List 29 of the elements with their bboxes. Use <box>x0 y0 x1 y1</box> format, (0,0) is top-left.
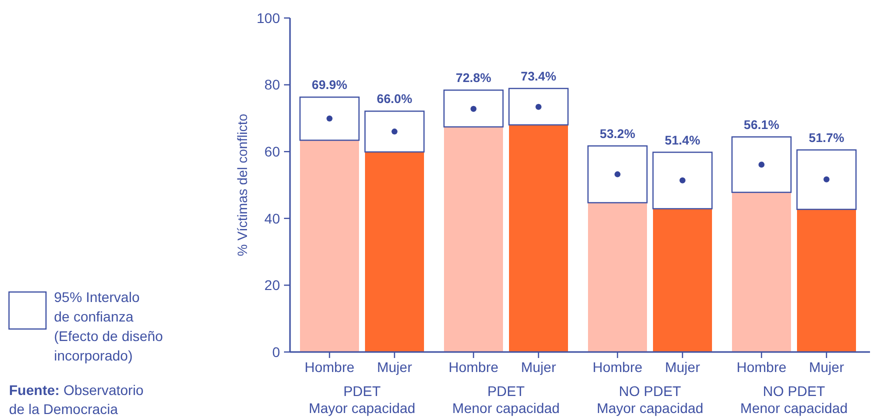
y-tick-label: 80 <box>264 76 280 93</box>
text: NO PDET Menor capacidad <box>740 383 848 416</box>
text: 95% Intervalo de confianza (Efecto de diseño incorporado) <box>54 289 164 364</box>
x-tick-label: Mujer <box>664 359 700 375</box>
x-tick-label: Mujer <box>520 359 556 375</box>
data-label: 72.8% <box>456 71 492 86</box>
data-label: 51.4% <box>664 133 700 148</box>
y-tick-label: 40 <box>264 210 280 226</box>
source-note: Fuente: Observatorio de la Democracia <box>9 382 144 417</box>
y-tick-label: 60 <box>264 144 280 160</box>
x-tick-label: Hombre <box>592 359 643 375</box>
data-label: 69.9% <box>312 78 348 92</box>
x-tick-label: Mujer <box>808 359 844 375</box>
data-label: 51.7% <box>808 130 844 145</box>
x-tick-label: Hombre <box>736 359 787 375</box>
y-tick-label: 0 <box>272 344 280 360</box>
text: PDET Menor capacidad <box>452 383 560 416</box>
text: PDET Mayor capacidad <box>308 383 416 416</box>
x-tick-label: Mujer <box>376 359 412 375</box>
y-tick-label: 20 <box>264 277 280 294</box>
data-label: 53.2% <box>600 126 636 141</box>
text: NO PDET Mayor capacidad <box>596 383 704 416</box>
y-tick-label: 100 <box>256 10 280 26</box>
x-tick-label: Hombre <box>304 359 355 375</box>
data-label: 73.4% <box>520 69 556 84</box>
y-axis-title: % Víctimas del conflicto <box>235 114 250 256</box>
data-label: 56.1% <box>744 118 780 132</box>
x-tick-label: Hombre <box>448 359 499 375</box>
data-label: 66.0% <box>376 92 412 106</box>
